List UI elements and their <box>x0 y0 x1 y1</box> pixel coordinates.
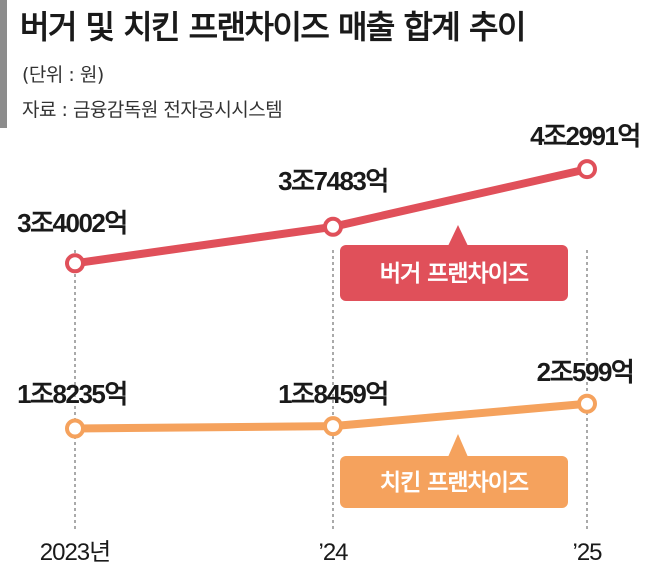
x-tick-label: ’24 <box>318 539 348 566</box>
unit-note: (단위 : 원) <box>22 64 104 86</box>
legend-box <box>340 456 568 508</box>
source-note: 자료 : 금융감독원 전자공시시스템 <box>22 99 283 121</box>
x-tick-label: ’25 <box>572 539 602 566</box>
chart-title: 버거 및 치킨 프랜차이즈 매출 합계 추이 <box>20 8 526 46</box>
data-label: 2조599억 <box>537 357 634 387</box>
data-point <box>577 393 597 414</box>
legend-label: 치킨 프랜차이즈 <box>380 470 529 496</box>
data-point <box>65 253 85 274</box>
data-point <box>323 216 343 237</box>
x-tick-label: 2023년 <box>40 539 110 566</box>
legend-label: 버거 프랜차이즈 <box>380 261 529 287</box>
data-point <box>323 416 343 437</box>
data-label: 1조8459억 <box>278 379 388 409</box>
data-label: 4조2991억 <box>530 121 640 151</box>
legend-pointer <box>448 225 468 246</box>
legend-box <box>340 245 568 301</box>
title-accent-bar <box>0 0 7 128</box>
data-point <box>65 418 85 439</box>
data-label: 1조8235억 <box>17 379 127 409</box>
data-label: 3조7483억 <box>278 166 388 196</box>
data-label: 3조4002억 <box>17 208 127 238</box>
data-point <box>577 159 597 180</box>
legend-pointer <box>448 434 468 457</box>
